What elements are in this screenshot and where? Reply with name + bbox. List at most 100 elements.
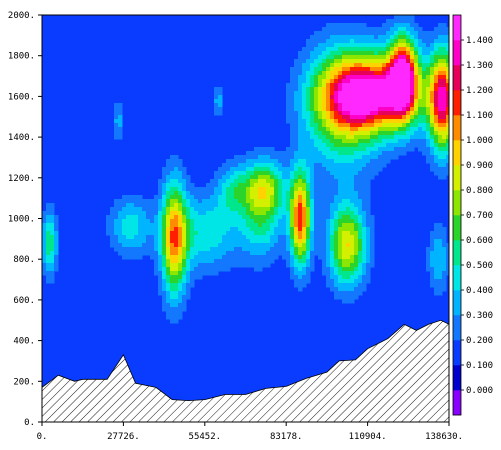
contour-cell [334, 51, 339, 56]
contour-cell [226, 207, 231, 212]
contour-cell [354, 155, 359, 160]
contour-cell [414, 123, 419, 128]
contour-cell [334, 67, 339, 72]
contour-cell [394, 99, 399, 104]
contour-cell [346, 143, 351, 148]
contour-cell [442, 59, 447, 64]
contour-cell [290, 231, 295, 236]
contour-cell [110, 211, 115, 216]
contour-cell [442, 79, 447, 84]
contour-cell [162, 255, 167, 260]
contour-cell [46, 279, 51, 284]
contour-cell [226, 187, 231, 192]
contour-cell [166, 295, 171, 300]
contour-cell [366, 27, 371, 32]
contour-cell [398, 51, 403, 56]
contour-cell [338, 271, 343, 276]
contour-cell [354, 179, 359, 184]
contour-cell [386, 83, 391, 88]
contour-cell [334, 75, 339, 80]
contour-cell [178, 283, 183, 288]
contour-cell [238, 195, 243, 200]
contour-cell [330, 59, 335, 64]
contour-cell [398, 127, 403, 132]
contour-cell [330, 287, 335, 292]
contour-cell [334, 111, 339, 116]
contour-cell [174, 207, 179, 212]
contour-cell [166, 183, 171, 188]
contour-cell [290, 135, 295, 140]
contour-cell [342, 103, 347, 108]
contour-cell [154, 211, 159, 216]
contour-cell [338, 235, 343, 240]
contour-cell [430, 139, 435, 144]
contour-cell [278, 251, 283, 256]
contour-cell [350, 115, 355, 120]
contour-cell [334, 271, 339, 276]
contour-cell [354, 207, 359, 212]
contour-cell [294, 187, 299, 192]
contour-cell [290, 71, 295, 76]
colorbar-swatch [453, 115, 461, 141]
contour-cell [370, 247, 375, 252]
contour-cell [330, 159, 335, 164]
contour-cell [130, 227, 135, 232]
contour-cell [238, 159, 243, 164]
contour-cell [266, 147, 271, 152]
contour-cell [362, 263, 367, 268]
contour-cell [154, 219, 159, 224]
contour-cell [330, 207, 335, 212]
contour-cell [346, 187, 351, 192]
contour-cell [310, 63, 315, 68]
contour-cell [334, 35, 339, 40]
contour-cell [290, 107, 295, 112]
contour-cell [386, 43, 391, 48]
contour-cell [302, 167, 307, 172]
contour-cell [378, 131, 383, 136]
contour-cell [222, 231, 227, 236]
contour-cell [362, 119, 367, 124]
contour-cell [334, 163, 339, 168]
contour-cell [362, 255, 367, 260]
contour-cell [170, 191, 175, 196]
contour-cell [350, 127, 355, 132]
contour-cell [266, 183, 271, 188]
contour-cell [354, 231, 359, 236]
contour-cell [318, 123, 323, 128]
contour-cell [354, 59, 359, 64]
contour-cell [270, 155, 275, 160]
contour-cell [358, 35, 363, 40]
contour-cell [330, 123, 335, 128]
contour-cell [258, 187, 263, 192]
contour-cell [210, 203, 215, 208]
contour-cell [114, 119, 119, 124]
contour-cell [302, 63, 307, 68]
contour-cell [362, 271, 367, 276]
contour-cell [350, 215, 355, 220]
contour-cell [118, 231, 123, 236]
contour-cell [294, 155, 299, 160]
contour-cell [218, 263, 223, 268]
contour-cell [294, 175, 299, 180]
contour-cell [182, 291, 187, 296]
contour-cell [258, 247, 263, 252]
contour-cell [334, 211, 339, 216]
contour-cell [302, 71, 307, 76]
contour-cell [394, 103, 399, 108]
contour-cell [334, 199, 339, 204]
contour-cell [342, 283, 347, 288]
contour-cell [182, 299, 187, 304]
contour-cell [434, 63, 439, 68]
contour-cell [114, 207, 119, 212]
contour-cell [286, 251, 291, 256]
contour-cell [446, 63, 449, 68]
contour-cell [46, 259, 51, 264]
contour-cell [330, 35, 335, 40]
contour-cell [186, 287, 191, 292]
contour-cell [386, 115, 391, 120]
contour-cell [322, 135, 327, 140]
contour-cell [406, 71, 411, 76]
contour-cell [370, 95, 375, 100]
contour-cell [122, 247, 127, 252]
contour-cell [314, 163, 319, 168]
